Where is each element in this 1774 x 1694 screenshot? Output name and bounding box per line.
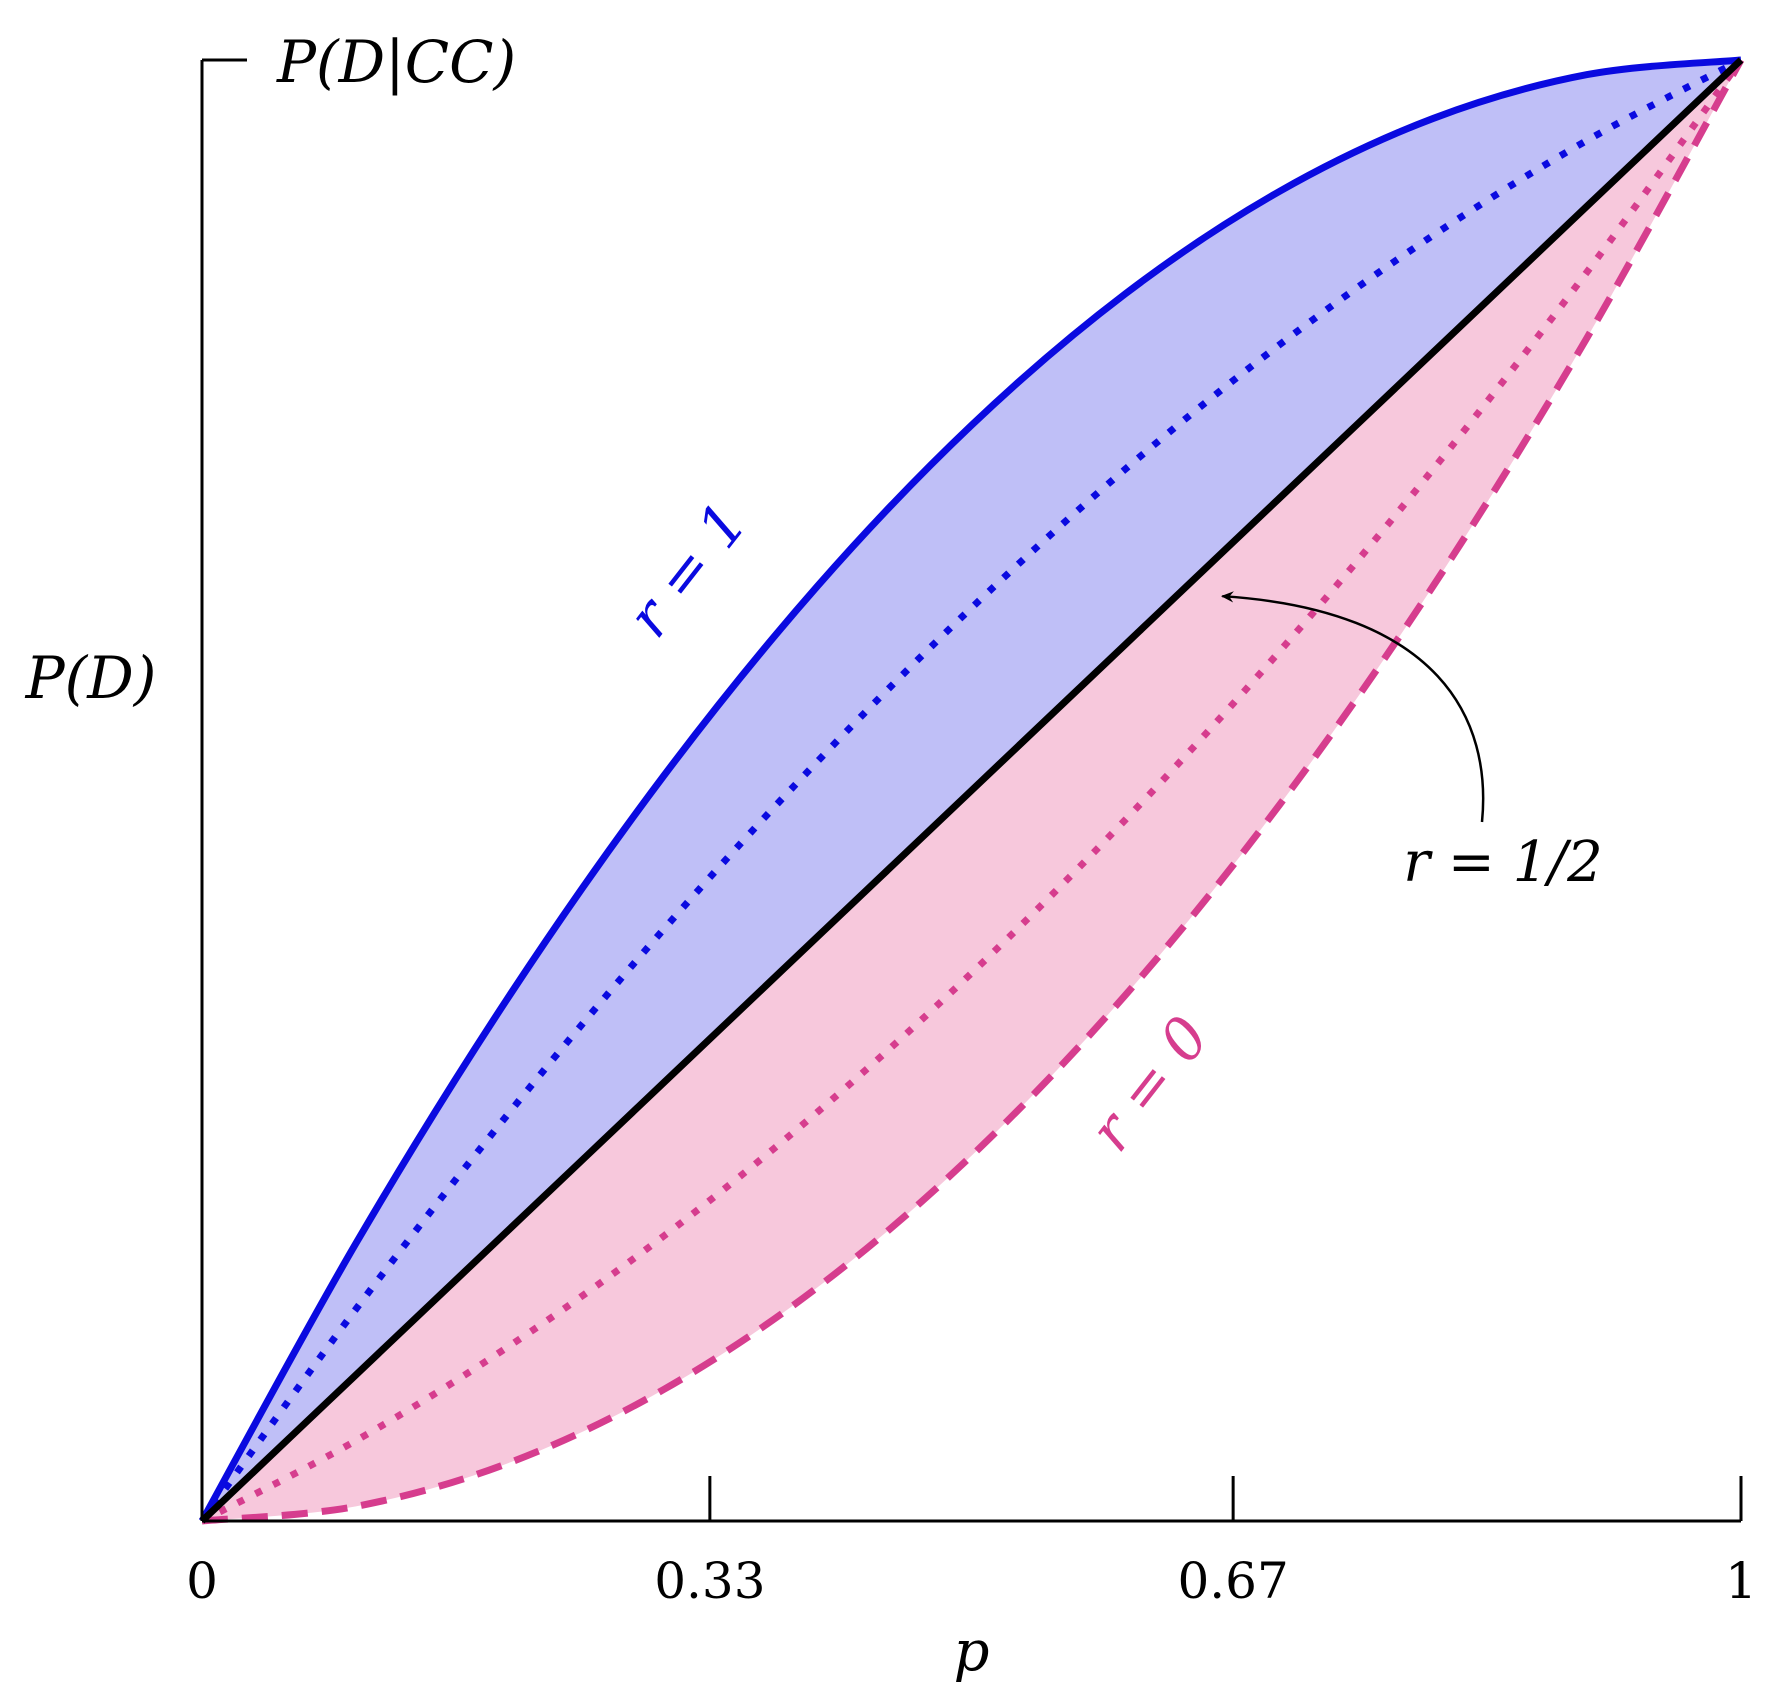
annotation-arrow	[1220, 591, 1485, 823]
x-tick-label-2: 0.67	[1177, 1552, 1288, 1610]
x-tick-label-3: 1	[1725, 1552, 1757, 1610]
y-top-label: P(D|CC)	[276, 28, 516, 96]
axes-layer	[200, 58, 1741, 1523]
series-layer	[198, 56, 1745, 1525]
y-axis-label: P(D)	[25, 644, 157, 712]
series-line-2-solid	[199, 57, 1744, 1524]
annotation-r-equals-half: r = 1/2	[1403, 830, 1602, 895]
series-line-4-dashed	[201, 58, 1745, 1525]
labels-layer: P(D|CC) P(D) p	[25, 28, 990, 1684]
annotation-r-equals-1: r = 1	[614, 490, 760, 650]
x-tick-label-1: 0.33	[654, 1552, 765, 1610]
ticks-layer: 0 0.33 0.67 1	[186, 1476, 1757, 1610]
series-line-3-dotted	[200, 57, 1744, 1525]
x-axis-label: p	[954, 1619, 990, 1684]
series-line-1-dotted	[199, 56, 1743, 1524]
series-line-0-solid	[198, 56, 1742, 1523]
x-tick-label-0: 0	[186, 1552, 218, 1610]
